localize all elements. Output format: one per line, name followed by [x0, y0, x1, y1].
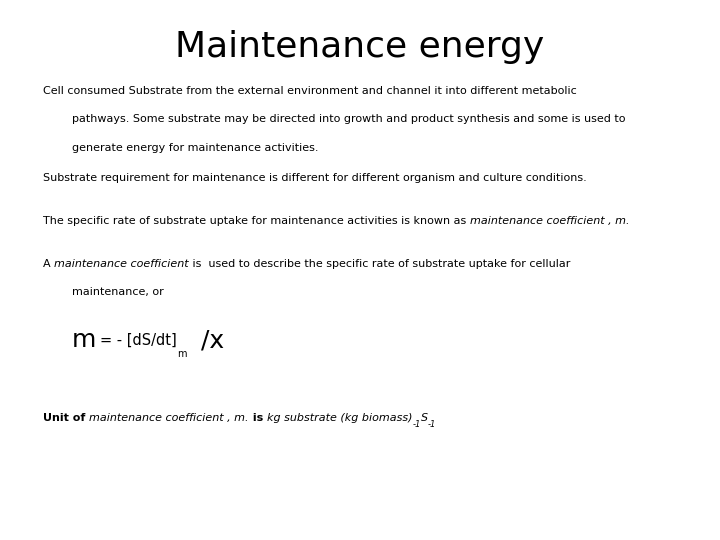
Text: maintenance coefficient , m.: maintenance coefficient , m. [89, 413, 249, 423]
Text: Unit of: Unit of [43, 413, 89, 423]
Text: /x: /x [192, 328, 224, 352]
Text: generate energy for maintenance activities.: generate energy for maintenance activiti… [72, 143, 318, 153]
Text: -1: -1 [413, 420, 421, 429]
Text: is: is [249, 413, 267, 423]
Text: is  used to describe the specific rate of substrate uptake for cellular: is used to describe the specific rate of… [189, 259, 570, 269]
Text: Cell consumed Substrate from the external environment and channel it into differ: Cell consumed Substrate from the externa… [43, 86, 577, 97]
Text: A: A [43, 259, 54, 269]
Text: maintenance coefficient , m.: maintenance coefficient , m. [470, 216, 629, 226]
Text: The specific rate of substrate uptake for maintenance activities is known as: The specific rate of substrate uptake fo… [43, 216, 470, 226]
Text: m: m [72, 328, 96, 352]
Text: kg substrate (kg biomass): kg substrate (kg biomass) [267, 413, 413, 423]
Text: -1: -1 [413, 420, 421, 429]
Text: m: m [176, 349, 186, 359]
Text: pathways. Some substrate may be directed into growth and product synthesis and s: pathways. Some substrate may be directed… [72, 114, 626, 125]
Text: S: S [421, 413, 428, 423]
Text: = - [dS/dt]: = - [dS/dt] [100, 333, 176, 348]
Text: maintenance coefficient: maintenance coefficient [54, 259, 189, 269]
Text: -1: -1 [428, 420, 436, 429]
Text: Substrate requirement for maintenance is different for different organism and cu: Substrate requirement for maintenance is… [43, 173, 587, 183]
Text: Maintenance energy: Maintenance energy [176, 30, 544, 64]
Text: maintenance, or: maintenance, or [72, 287, 163, 298]
